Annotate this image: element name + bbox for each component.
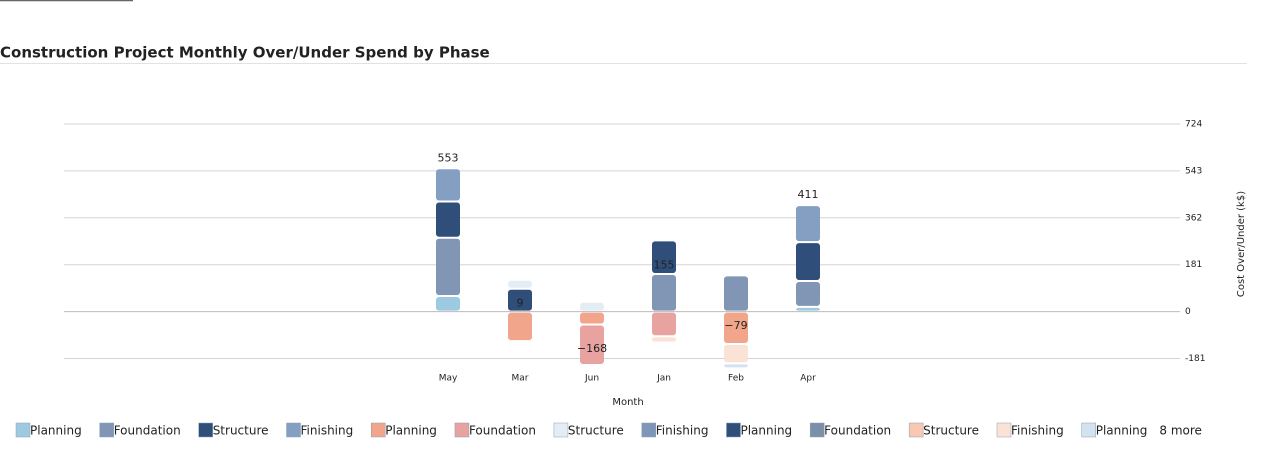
y-axis-title: Cost Over/Under (k$) xyxy=(1236,191,1247,297)
legend-label[interactable]: Finishing xyxy=(656,424,709,438)
legend-swatch[interactable] xyxy=(908,422,924,438)
y-tick-label: 724 xyxy=(1185,120,1202,130)
bar-segment xyxy=(508,280,532,288)
bar-segment xyxy=(508,312,532,341)
legend-swatch[interactable] xyxy=(726,422,741,438)
bars: May 553 Mar 9 Jun −168 Jan 155 Feb −79 Apr 411 xyxy=(436,151,820,384)
bar-segment xyxy=(436,202,460,237)
bar-segment xyxy=(580,325,604,364)
legend-more[interactable]: 8 more xyxy=(1159,424,1202,438)
y-tick-label: 543 xyxy=(1185,166,1202,176)
bar-segment xyxy=(724,312,748,343)
legend-label[interactable]: Structure xyxy=(923,424,979,438)
y-tick-label: 181 xyxy=(1185,260,1202,270)
y-tick-label: 0 xyxy=(1185,307,1191,317)
chart-title: Construction Project Monthly Over/Under … xyxy=(0,44,490,62)
x-tick-label: Mar xyxy=(512,374,529,384)
legend-swatch[interactable] xyxy=(454,422,470,438)
legend-label[interactable]: Planning xyxy=(30,424,82,438)
total-label: 411 xyxy=(798,188,819,201)
bar-segment xyxy=(796,282,820,306)
legend-swatch[interactable] xyxy=(641,422,656,438)
legend-label[interactable]: Planning xyxy=(385,424,437,438)
x-tick-label: Jan xyxy=(656,374,671,384)
legend-swatch[interactable] xyxy=(286,422,301,438)
legend-swatch[interactable] xyxy=(15,422,31,438)
legend-label[interactable]: Planning xyxy=(1096,424,1148,438)
legend-label[interactable]: Foundation xyxy=(114,424,181,438)
x-tick-label: Feb xyxy=(728,374,744,384)
bar-segment xyxy=(508,289,532,311)
bar-segment xyxy=(724,344,748,363)
total-label: 553 xyxy=(438,151,459,164)
total-label: −168 xyxy=(577,342,607,355)
total-label: 155 xyxy=(654,258,675,271)
legend-swatch[interactable] xyxy=(553,422,569,438)
grid: -181 0 181 362 543 724 xyxy=(64,120,1205,364)
legend-label[interactable]: Structure xyxy=(568,424,624,438)
bar-segment xyxy=(796,206,820,242)
bar-segment xyxy=(724,364,748,368)
legend-label[interactable]: Finishing xyxy=(301,424,354,438)
legend-label[interactable]: Finishing xyxy=(1011,424,1064,438)
bar-segment xyxy=(724,276,748,311)
legend-swatch[interactable] xyxy=(809,422,825,438)
legend-swatch[interactable] xyxy=(1081,422,1096,438)
legend-label[interactable]: Foundation xyxy=(824,424,891,438)
x-axis-title: Month xyxy=(612,397,643,408)
bar-segment xyxy=(580,302,604,311)
bar-segment xyxy=(652,241,676,274)
legend-label[interactable]: Foundation xyxy=(469,424,536,438)
bar-segment xyxy=(580,312,604,324)
bar-segment xyxy=(652,312,676,336)
bar-segment xyxy=(796,243,820,281)
x-tick-label: Jun xyxy=(584,374,599,384)
total-label: 9 xyxy=(517,296,524,309)
legend-swatch[interactable] xyxy=(996,422,1012,438)
legend-swatch[interactable] xyxy=(198,422,213,438)
x-tick-label: Apr xyxy=(800,374,816,384)
bar-segment xyxy=(652,275,676,311)
x-tick-label: May xyxy=(439,374,458,384)
legend-swatch[interactable] xyxy=(370,422,386,438)
bar-segment xyxy=(436,238,460,296)
legend-label[interactable]: Planning xyxy=(740,424,792,438)
legend[interactable]: Planning Foundation Structure Finishing Plan… xyxy=(15,422,1202,438)
total-label: −79 xyxy=(724,319,747,332)
legend-swatch[interactable] xyxy=(99,422,114,438)
bar-segment xyxy=(652,337,676,342)
y-tick-label: 362 xyxy=(1185,213,1202,223)
y-tick-label: -181 xyxy=(1185,354,1205,364)
bar-segment xyxy=(436,297,460,311)
legend-label[interactable]: Structure xyxy=(213,424,269,438)
bar-segment xyxy=(436,169,460,201)
bar-segment xyxy=(796,307,820,311)
